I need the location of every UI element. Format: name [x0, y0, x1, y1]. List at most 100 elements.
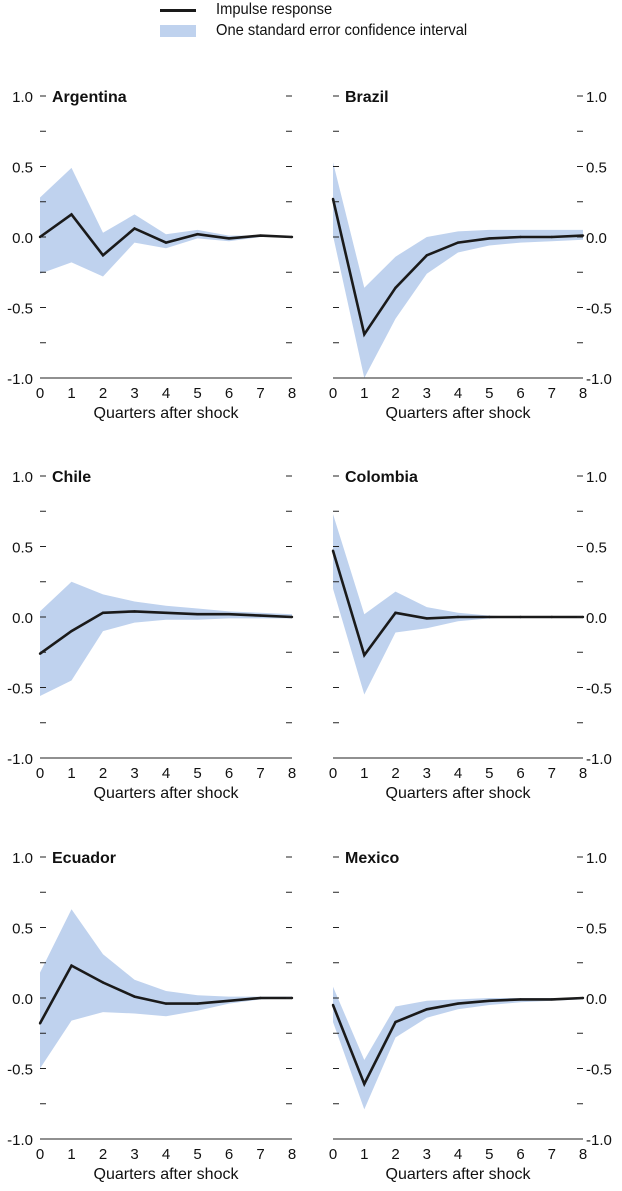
x-tick-label: 5 — [485, 765, 493, 782]
x-tick-label: 0 — [329, 1146, 337, 1163]
x-tick-label: 2 — [99, 1146, 107, 1163]
x-tick-label: 5 — [485, 1146, 493, 1163]
x-tick-label: 3 — [130, 765, 138, 782]
x-tick-label: 6 — [516, 765, 524, 782]
x-tick-label: 7 — [256, 765, 264, 782]
y-tick-label: 0.5 — [586, 160, 607, 177]
data-point-colombia — [394, 611, 397, 614]
x-tick-label: 4 — [454, 765, 462, 782]
data-point-chile — [227, 613, 231, 616]
x-tick-label: 2 — [391, 1146, 399, 1163]
data-point-mexico — [363, 1082, 366, 1086]
x-tick-label: 1 — [360, 385, 368, 402]
x-tick-label: 6 — [516, 1146, 524, 1163]
x-tick-label: 5 — [193, 765, 201, 782]
y-tick-label: -0.5 — [7, 301, 33, 318]
data-point-chile — [38, 652, 42, 655]
x-tick-label: 2 — [391, 765, 399, 782]
y-tick-label: -0.5 — [586, 301, 612, 318]
legend-item-impulse-response: Impulse response — [160, 0, 342, 20]
x-tick-label: 3 — [423, 1146, 431, 1163]
legend-item-confidence-interval: One standard error confidence interval — [160, 21, 489, 41]
y-tick-label: 1.0 — [586, 850, 607, 867]
y-tick-label: 0.0 — [12, 230, 33, 247]
x-tick-label: 3 — [423, 765, 431, 782]
data-point-brazil — [456, 241, 460, 244]
data-point-argentina — [164, 241, 168, 244]
panel-title-brazil: Brazil — [345, 89, 389, 106]
data-point-colombia — [331, 549, 335, 552]
x-tick-label: 6 — [225, 765, 233, 782]
x-tick-label: 7 — [548, 765, 556, 782]
data-point-mexico — [550, 998, 553, 1001]
data-point-argentina — [259, 234, 262, 237]
x-tick-label: 3 — [423, 385, 431, 402]
x-axis-title: Quarters after shock — [386, 405, 532, 422]
data-point-ecuador — [70, 964, 73, 967]
x-tick-label: 8 — [288, 765, 296, 782]
y-tick-label: -0.5 — [7, 681, 33, 698]
x-tick-label: 8 — [579, 765, 587, 782]
legend: Impulse response One standard error conf… — [160, 0, 580, 44]
data-point-colombia — [519, 615, 522, 619]
x-tick-label: 2 — [391, 385, 399, 402]
data-point-ecuador — [164, 1002, 168, 1005]
x-axis-title: Quarters after shock — [94, 405, 240, 422]
panel-ecuador: 1.0 0.5 0.0 -0.5 -1.00 1 2 3 4 5 6 7 8 Quarters after… — [7, 850, 296, 1183]
x-tick-label: 5 — [485, 385, 493, 402]
y-tick-label: -1.0 — [586, 751, 612, 768]
data-point-chile — [70, 629, 73, 633]
confidence-band-colombia — [333, 514, 583, 695]
y-tick-label: 0.5 — [12, 540, 33, 557]
legend-line-swatch — [160, 8, 196, 12]
data-point-colombia — [425, 617, 428, 620]
x-tick-label: 8 — [579, 385, 587, 402]
data-point-brazil — [550, 235, 553, 239]
data-point-ecuador — [259, 996, 262, 1000]
y-tick-label: -1.0 — [586, 1132, 612, 1149]
y-tick-label: 1.0 — [586, 469, 607, 486]
data-point-argentina — [101, 254, 105, 257]
x-tick-label: 4 — [162, 765, 170, 782]
data-point-argentina — [227, 237, 231, 240]
data-point-brazil — [581, 234, 585, 237]
x-tick-label: 7 — [256, 385, 264, 402]
panel-title-argentina: Argentina — [52, 89, 127, 106]
x-tick-label: 7 — [256, 1146, 264, 1163]
data-point-brazil — [519, 235, 522, 239]
x-tick-label: 4 — [162, 385, 170, 402]
x-tick-label: 8 — [288, 385, 296, 402]
data-point-chile — [196, 613, 199, 616]
data-point-mexico — [488, 999, 491, 1002]
x-tick-label: 5 — [193, 385, 201, 402]
y-tick-label: 0.0 — [12, 610, 33, 627]
y-tick-label: -0.5 — [7, 1062, 33, 1079]
data-point-colombia — [363, 653, 366, 657]
x-tick-label: 7 — [548, 385, 556, 402]
y-tick-label: 0.0 — [12, 991, 33, 1008]
x-tick-label: 2 — [99, 765, 107, 782]
data-point-ecuador — [101, 981, 105, 984]
y-tick-label: -1.0 — [7, 1132, 33, 1149]
panel-title-colombia: Colombia — [345, 469, 418, 486]
x-tick-label: 1 — [67, 1146, 75, 1163]
y-tick-label: -1.0 — [7, 751, 33, 768]
data-point-argentina — [196, 233, 199, 236]
y-tick-label: 1.0 — [586, 89, 607, 106]
data-point-mexico — [519, 998, 522, 1001]
x-axis-title: Quarters after shock — [386, 1166, 532, 1183]
legend-label-impulse-response: Impulse response — [216, 1, 333, 18]
x-tick-label: 6 — [225, 385, 233, 402]
data-point-colombia — [550, 615, 553, 619]
x-tick-label: 0 — [36, 1146, 44, 1163]
confidence-band-ecuador — [40, 909, 292, 1069]
x-tick-label: 1 — [67, 765, 75, 782]
y-tick-label: 1.0 — [12, 469, 33, 486]
data-point-argentina — [70, 213, 73, 216]
data-point-brazil — [394, 286, 397, 289]
data-point-mexico — [425, 1008, 428, 1011]
y-tick-label: 0.5 — [12, 160, 33, 177]
y-tick-label: -0.5 — [586, 681, 612, 698]
data-point-brazil — [425, 254, 428, 257]
x-tick-label: 0 — [329, 385, 337, 402]
